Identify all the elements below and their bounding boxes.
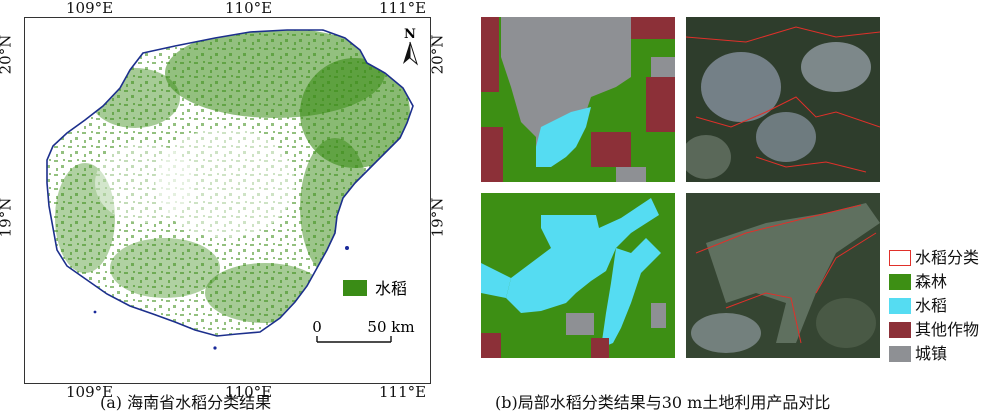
lon-tick-bottom-109: 109°E bbox=[66, 383, 114, 401]
hainan-map-frame: N 水稻 0 50 km bbox=[24, 17, 431, 384]
legend-item-rice-classification: 水稻分类 bbox=[889, 248, 979, 268]
legend-swatch bbox=[889, 346, 911, 362]
satellite-panel-top bbox=[681, 17, 881, 182]
satellite-panel-bottom bbox=[686, 193, 880, 358]
legend-item-rice: 水稻 bbox=[889, 296, 947, 316]
coastline bbox=[46, 29, 414, 337]
legend-label: 水稻分类 bbox=[915, 248, 980, 267]
legend-swatch bbox=[889, 298, 911, 314]
landuse-panel-bottom bbox=[481, 193, 675, 358]
legend-label: 森林 bbox=[915, 272, 948, 291]
caption-a: (a) 海南省水稻分类结果 bbox=[100, 393, 272, 412]
lat-tick-right-19: 19°N bbox=[428, 197, 447, 238]
water-body bbox=[345, 246, 349, 250]
hainan-rice-map: N 水稻 0 50 km bbox=[46, 27, 419, 350]
legend-item-urban: 城镇 bbox=[889, 344, 947, 364]
lat-tick-right-20: 20°N bbox=[428, 34, 447, 75]
legend-label: 城镇 bbox=[915, 344, 948, 363]
scalebar-start: 0 bbox=[312, 318, 322, 336]
water-body bbox=[213, 346, 217, 350]
north-arrow: N bbox=[403, 27, 419, 66]
scale-bar: 0 50 km bbox=[312, 318, 415, 343]
lat-tick-left-19: 19°N bbox=[0, 197, 15, 238]
lon-tick-bottom-111: 111°E bbox=[379, 383, 427, 401]
legend-label: 其他作物 bbox=[915, 320, 980, 339]
legend-swatch bbox=[889, 322, 911, 338]
legend-swatch bbox=[889, 250, 911, 266]
landuse-panel-top bbox=[481, 17, 675, 182]
north-label: N bbox=[404, 27, 416, 42]
lon-tick-top-110: 110°E bbox=[225, 0, 273, 17]
rice-legend-swatch bbox=[343, 280, 367, 296]
legend-label: 水稻 bbox=[915, 296, 948, 315]
legend-item-forest: 森林 bbox=[889, 272, 947, 292]
legend-b: 水稻分类 森林 水稻 其他作物 城镇 bbox=[889, 248, 1000, 380]
lon-tick-top-111: 111°E bbox=[379, 0, 427, 17]
water-body bbox=[93, 310, 97, 314]
lon-tick-bottom-110: 110°E bbox=[225, 383, 273, 401]
rice-legend-label: 水稻 bbox=[375, 279, 407, 298]
lat-tick-left-20: 20°N bbox=[0, 34, 15, 75]
scalebar-end: 50 km bbox=[367, 318, 414, 336]
caption-b: (b)局部水稻分类结果与30 m土地利用产品对比 bbox=[495, 393, 831, 412]
lon-tick-top-109: 109°E bbox=[66, 0, 114, 17]
legend-swatch bbox=[889, 274, 911, 290]
legend-item-other-crops: 其他作物 bbox=[889, 320, 979, 340]
